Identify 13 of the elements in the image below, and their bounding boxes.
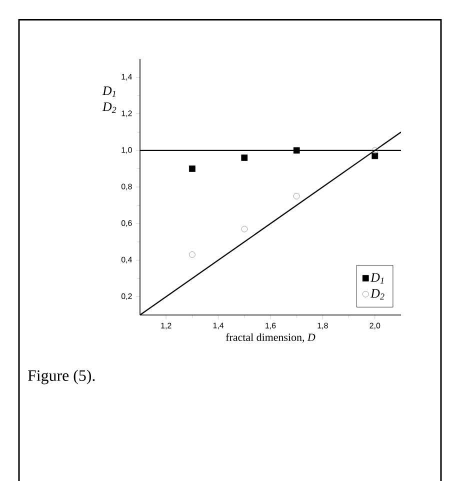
point (241, 226, 248, 232)
point (189, 166, 196, 172)
point (189, 251, 196, 258)
point (293, 192, 300, 200)
text: Figure (5). (28, 370, 95, 384)
point (241, 154, 248, 161)
x-axis-title: fractal dimension, D (226, 333, 316, 343)
legend-label: D$_{1}$ (370, 273, 384, 284)
point (293, 147, 300, 154)
point (372, 147, 378, 154)
y-axis-title: D$_{1}$ D$_{2}$ (102, 86, 116, 113)
point (372, 152, 378, 160)
legend-label: D$_{2}$ (370, 289, 384, 300)
